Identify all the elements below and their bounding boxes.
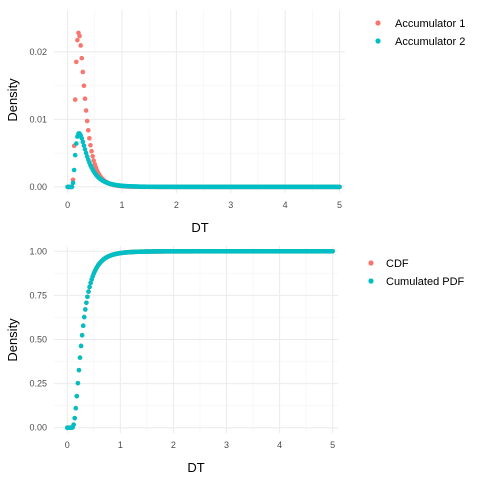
data-point <box>80 139 86 145</box>
x-tick-label: 0 <box>65 440 70 450</box>
data-point <box>69 184 75 190</box>
data-points <box>65 30 342 190</box>
data-point <box>85 294 90 300</box>
data-point <box>79 333 85 338</box>
x-tick-label: 4 <box>277 440 282 450</box>
data-point <box>86 289 91 294</box>
data-point <box>80 69 86 75</box>
data-point <box>82 147 88 152</box>
data-point <box>77 33 82 39</box>
y-tick-label: 0.00 <box>29 423 47 433</box>
data-point <box>72 97 78 102</box>
legend-label-accumulator-1: Accumulator 1 <box>395 18 465 30</box>
data-point <box>72 415 77 421</box>
x-axis-title: DT <box>191 220 208 235</box>
x-tick-label: 3 <box>224 440 229 450</box>
data-point <box>87 284 92 290</box>
x-tick-label: 2 <box>171 440 176 450</box>
data-point <box>74 59 79 65</box>
density-panel: 0 1 2 3 4 5 0.00 0.01 0.02 DT Density Accumulato… <box>5 10 465 235</box>
data-point <box>337 184 342 190</box>
y-tick-label: 1.00 <box>29 246 47 256</box>
data-point <box>85 127 91 133</box>
y-tick-label: 0.01 <box>29 114 47 124</box>
data-point <box>78 43 83 48</box>
data-point <box>83 108 89 113</box>
legend-key-cdf <box>368 260 374 266</box>
data-point <box>77 355 83 360</box>
data-point <box>75 380 81 386</box>
data-point <box>89 148 94 154</box>
data-point <box>84 118 90 124</box>
y-axis-title: Density <box>5 78 20 122</box>
x-tick-label: 0 <box>65 200 70 210</box>
y-tick-label: 0.00 <box>29 182 47 192</box>
x-tick-label: 1 <box>119 200 124 210</box>
y-tick-label: 0.50 <box>29 335 47 345</box>
grid <box>54 246 338 433</box>
data-point <box>80 323 86 328</box>
data-point <box>88 280 93 286</box>
data-point <box>84 300 89 306</box>
data-point <box>74 393 80 399</box>
legend-label-cumulated-pdf: Cumulated PDF <box>386 276 465 288</box>
data-point <box>90 153 95 159</box>
legend-label-cdf: CDF <box>386 258 409 270</box>
y-tick-label: 0.25 <box>29 379 47 389</box>
data-point <box>83 307 88 312</box>
data-point <box>79 55 85 61</box>
legend-key-cumulated-pdf <box>368 278 374 284</box>
data-point <box>87 136 92 141</box>
data-point <box>82 96 88 102</box>
data-point <box>70 180 76 186</box>
data-point <box>74 141 79 146</box>
legend-key-accumulator-1 <box>375 20 381 26</box>
x-tick-label: 1 <box>118 440 123 450</box>
data-point <box>71 167 77 173</box>
legend: CDF Cumulated PDF <box>368 258 465 288</box>
cdf-panel: 0 1 2 3 4 5 0.00 0.25 0.50 0.75 1.00 DT Density CD… <box>5 246 465 475</box>
data-point <box>72 152 78 158</box>
data-points <box>64 248 335 431</box>
y-tick-label: 0.02 <box>29 47 47 57</box>
data-point <box>81 314 87 320</box>
legend: Accumulator 1 Accumulator 2 <box>375 18 465 48</box>
data-point <box>71 422 76 427</box>
series-accumulator-2 <box>65 131 342 190</box>
data-point <box>330 248 335 254</box>
y-axis-title: Density <box>5 318 20 362</box>
legend-key-accumulator-2 <box>375 38 381 44</box>
tick-labels: 0 1 2 3 4 5 0.00 0.01 0.02 <box>29 47 342 210</box>
tick-labels: 0 1 2 3 4 5 0.00 0.25 0.50 0.75 1.00 <box>29 246 335 450</box>
grid <box>54 10 345 193</box>
x-axis-title: DT <box>187 460 204 475</box>
x-tick-label: 5 <box>330 440 335 450</box>
x-tick-label: 3 <box>228 200 233 210</box>
data-point <box>79 135 85 141</box>
data-point <box>81 143 87 148</box>
x-tick-label: 4 <box>283 200 288 210</box>
data-point <box>81 83 87 89</box>
data-point <box>73 405 79 411</box>
data-point <box>88 142 93 148</box>
y-tick-label: 0.75 <box>29 290 47 300</box>
series-cumulated-pdf <box>64 248 335 431</box>
x-tick-label: 2 <box>174 200 179 210</box>
data-point <box>75 37 80 43</box>
legend-label-accumulator-2: Accumulator 2 <box>395 36 465 48</box>
x-tick-label: 5 <box>337 200 342 210</box>
data-point <box>91 158 97 163</box>
data-point <box>76 367 82 373</box>
data-point <box>78 343 84 349</box>
